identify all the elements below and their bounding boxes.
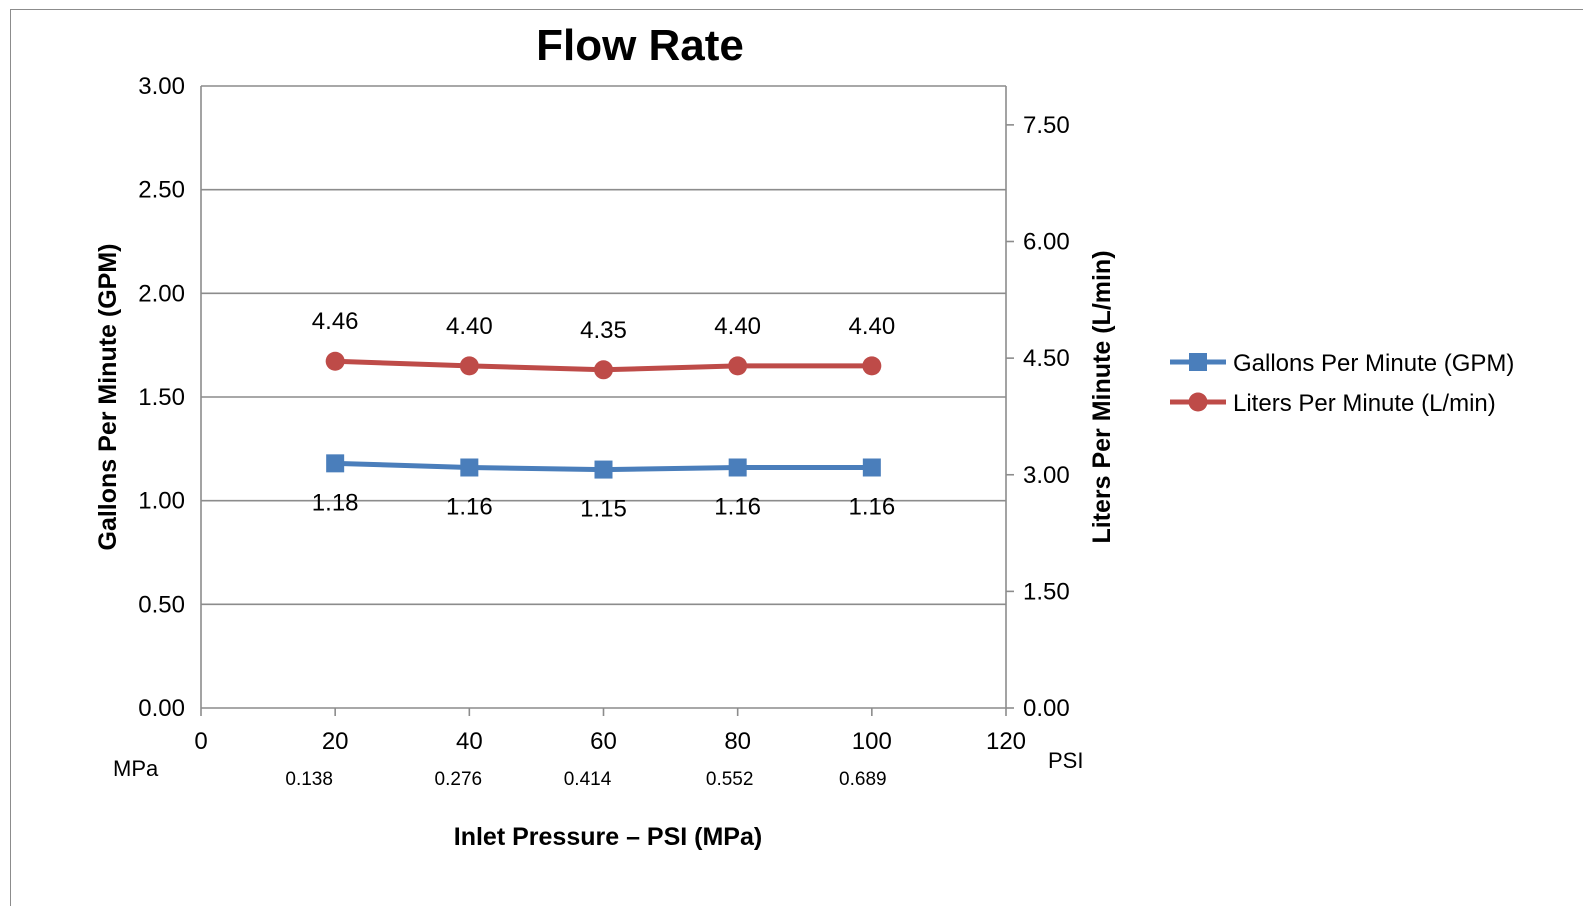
y-axis-title-left: Gallons Per Minute (GPM): [94, 244, 122, 551]
y-axis-title-right: Liters Per Minute (L/min): [1088, 250, 1116, 543]
data-point-lpm: [594, 360, 613, 380]
x-unit-label-psi: PSI: [1048, 748, 1083, 773]
data-point-gpm: [728, 458, 747, 477]
data-point-gpm: [460, 458, 479, 477]
x-tick-label: 100: [852, 728, 892, 755]
x-mpa-label: 0.689: [839, 769, 887, 790]
x-mpa-label: 0.138: [285, 769, 333, 790]
y-tick-label-right: 1.50: [1023, 578, 1070, 605]
y-tick-label-left: 3.00: [138, 73, 185, 100]
data-label: 1.16: [446, 493, 493, 520]
y-tick-label-left: 0.50: [138, 591, 185, 618]
y-tick-label-left: 1.00: [138, 488, 185, 515]
data-label: 4.40: [714, 313, 761, 340]
data-label: 1.18: [312, 489, 359, 516]
legend-label: Liters Per Minute (L/min): [1233, 390, 1496, 417]
x-tick-label: 120: [986, 728, 1026, 755]
data-point-gpm: [326, 454, 345, 473]
plot-area: 0.00 0.50 1.00 1.50 2.00 2.50 3.00 0.00 1.50 3.00…: [138, 73, 1069, 790]
data-point-lpm: [459, 356, 479, 376]
x-tick-label: 40: [456, 728, 483, 755]
x-tick-label: 60: [590, 728, 617, 755]
x-unit-label-mpa: MPa: [113, 756, 159, 781]
y-tick-label-right: 0.00: [1023, 695, 1070, 722]
x-mpa-label: 0.552: [706, 769, 754, 790]
x-mpa-label: 0.414: [564, 769, 612, 790]
data-point-gpm: [594, 460, 613, 479]
y-tick-label-left: 0.00: [138, 695, 185, 722]
data-label: 1.16: [714, 493, 761, 520]
data-label: 4.35: [580, 317, 627, 344]
data-label: 4.46: [312, 308, 359, 335]
y-tick-label-left: 2.50: [138, 177, 185, 204]
x-axis-title: Inlet Pressure – PSI (MPa): [454, 823, 762, 851]
x-mpa-label: 0.276: [435, 769, 483, 790]
chart-frame: [10, 9, 1583, 906]
legend-marker-circle: [1188, 392, 1208, 412]
data-point-lpm: [325, 351, 345, 371]
y-tick-label-left: 1.50: [138, 384, 185, 411]
y-tick-label-right: 7.50: [1023, 112, 1070, 139]
data-point-lpm: [862, 356, 882, 376]
x-tick-label: 80: [724, 728, 751, 755]
data-label: 1.16: [848, 493, 895, 520]
data-label: 1.15: [580, 496, 627, 523]
legend: Gallons Per Minute (GPM) Liters Per Minut…: [1170, 350, 1514, 417]
y-tick-label-right: 3.00: [1023, 462, 1070, 489]
data-label: 4.40: [446, 313, 493, 340]
chart-title: Flow Rate: [536, 21, 744, 70]
y-tick-label-right: 6.00: [1023, 229, 1070, 256]
x-tick-label: 20: [322, 728, 349, 755]
legend-label: Gallons Per Minute (GPM): [1233, 350, 1514, 377]
data-point-lpm: [728, 356, 748, 376]
data-point-gpm: [862, 458, 881, 477]
legend-marker-square: [1189, 353, 1207, 371]
data-label: 4.40: [848, 313, 895, 340]
y-tick-label-left: 2.00: [138, 280, 185, 307]
y-tick-label-right: 4.50: [1023, 345, 1070, 372]
x-tick-label: 0: [194, 728, 207, 755]
